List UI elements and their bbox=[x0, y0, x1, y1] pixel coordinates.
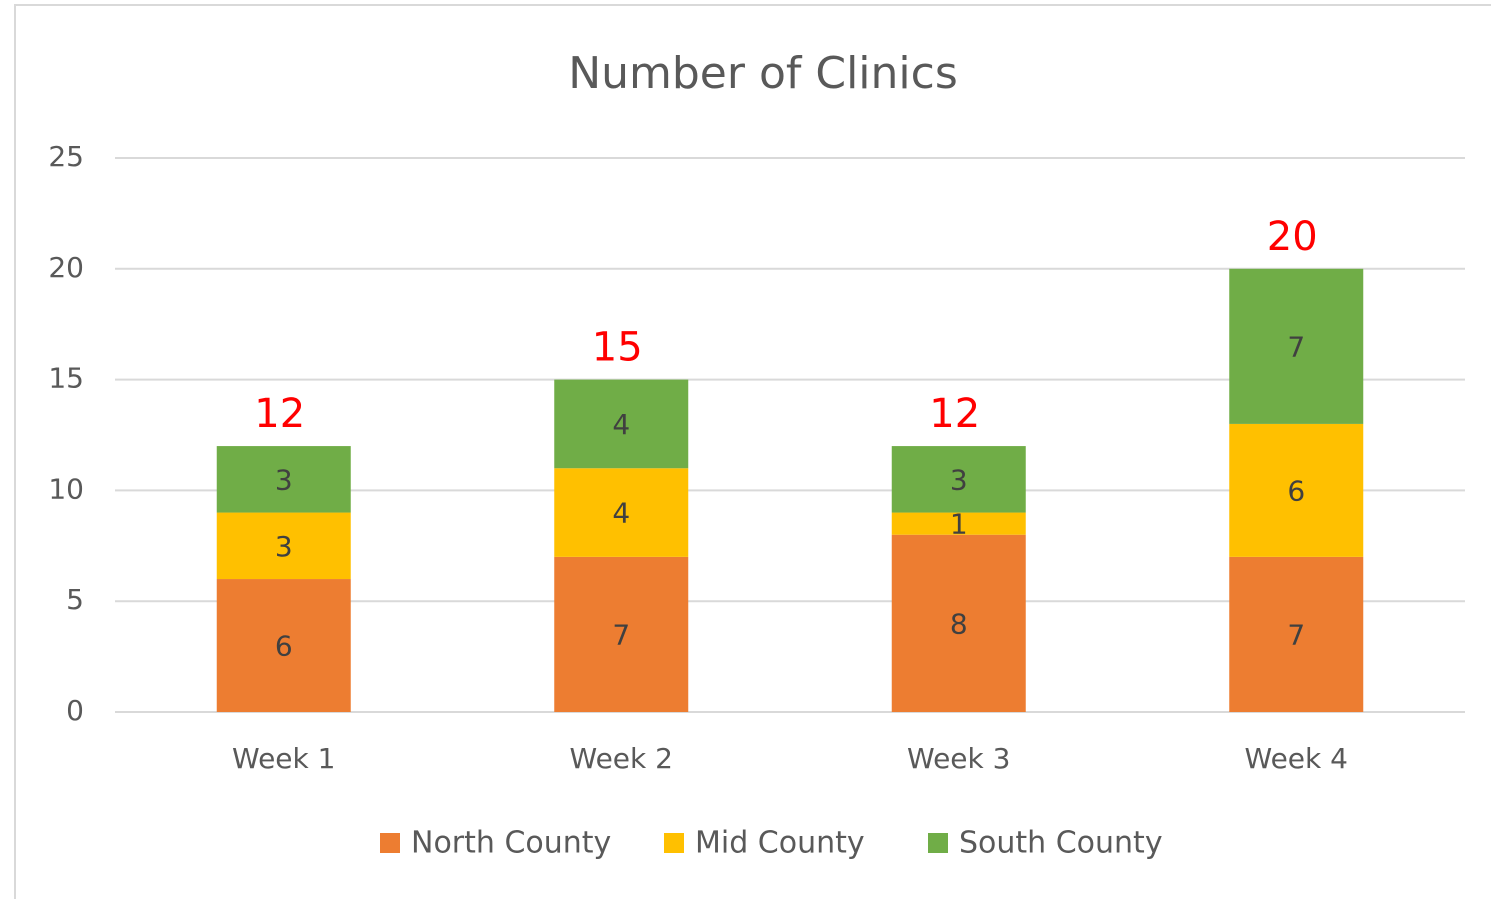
data-label: 1 bbox=[950, 508, 968, 541]
legend-swatch bbox=[928, 833, 948, 853]
total-label: 12 bbox=[929, 391, 980, 437]
bar-segment bbox=[1229, 556, 1364, 712]
data-label: 6 bbox=[275, 630, 293, 663]
legend-swatch bbox=[664, 833, 684, 853]
y-tick-label: 0 bbox=[66, 694, 84, 727]
bar-segment bbox=[891, 446, 1026, 513]
data-label: 7 bbox=[1287, 618, 1305, 651]
bar-segment bbox=[554, 556, 689, 712]
x-tick-label: Week 1 bbox=[232, 742, 335, 775]
data-label: 7 bbox=[612, 618, 630, 651]
x-tick-label: Week 2 bbox=[570, 742, 673, 775]
x-tick-label: Week 4 bbox=[1245, 742, 1348, 775]
data-label: 7 bbox=[1287, 330, 1305, 363]
data-label: 8 bbox=[950, 607, 968, 640]
chart-title: Number of Clinics bbox=[568, 48, 958, 99]
legend-label: North County bbox=[411, 826, 611, 861]
data-label: 3 bbox=[950, 463, 968, 496]
bar-segment bbox=[554, 379, 689, 469]
data-label: 3 bbox=[275, 530, 293, 563]
data-label: 6 bbox=[1287, 474, 1305, 507]
total-label: 15 bbox=[592, 325, 643, 371]
legend-label: South County bbox=[959, 826, 1163, 861]
y-tick-label: 5 bbox=[66, 583, 84, 616]
data-label: 4 bbox=[612, 408, 630, 441]
bar-segment bbox=[891, 534, 1026, 712]
y-tick-label: 20 bbox=[48, 251, 84, 284]
total-label: 12 bbox=[254, 391, 305, 437]
bar-segment bbox=[554, 468, 689, 557]
data-label: 3 bbox=[275, 463, 293, 496]
bar-segment bbox=[891, 512, 1026, 535]
bar-segment bbox=[216, 579, 351, 712]
bar-segment bbox=[216, 446, 351, 513]
bar-segment bbox=[216, 512, 351, 580]
y-tick-label: 25 bbox=[48, 140, 84, 173]
y-tick-label: 10 bbox=[48, 472, 84, 505]
x-tick-label: Week 3 bbox=[907, 742, 1010, 775]
legend-label: Mid County bbox=[695, 826, 865, 861]
total-label: 20 bbox=[1267, 214, 1318, 260]
data-label: 4 bbox=[612, 497, 630, 530]
bar-segment bbox=[1229, 268, 1364, 424]
bar-segment bbox=[1229, 423, 1364, 557]
legend-swatch bbox=[380, 833, 400, 853]
y-tick-label: 15 bbox=[48, 362, 84, 395]
